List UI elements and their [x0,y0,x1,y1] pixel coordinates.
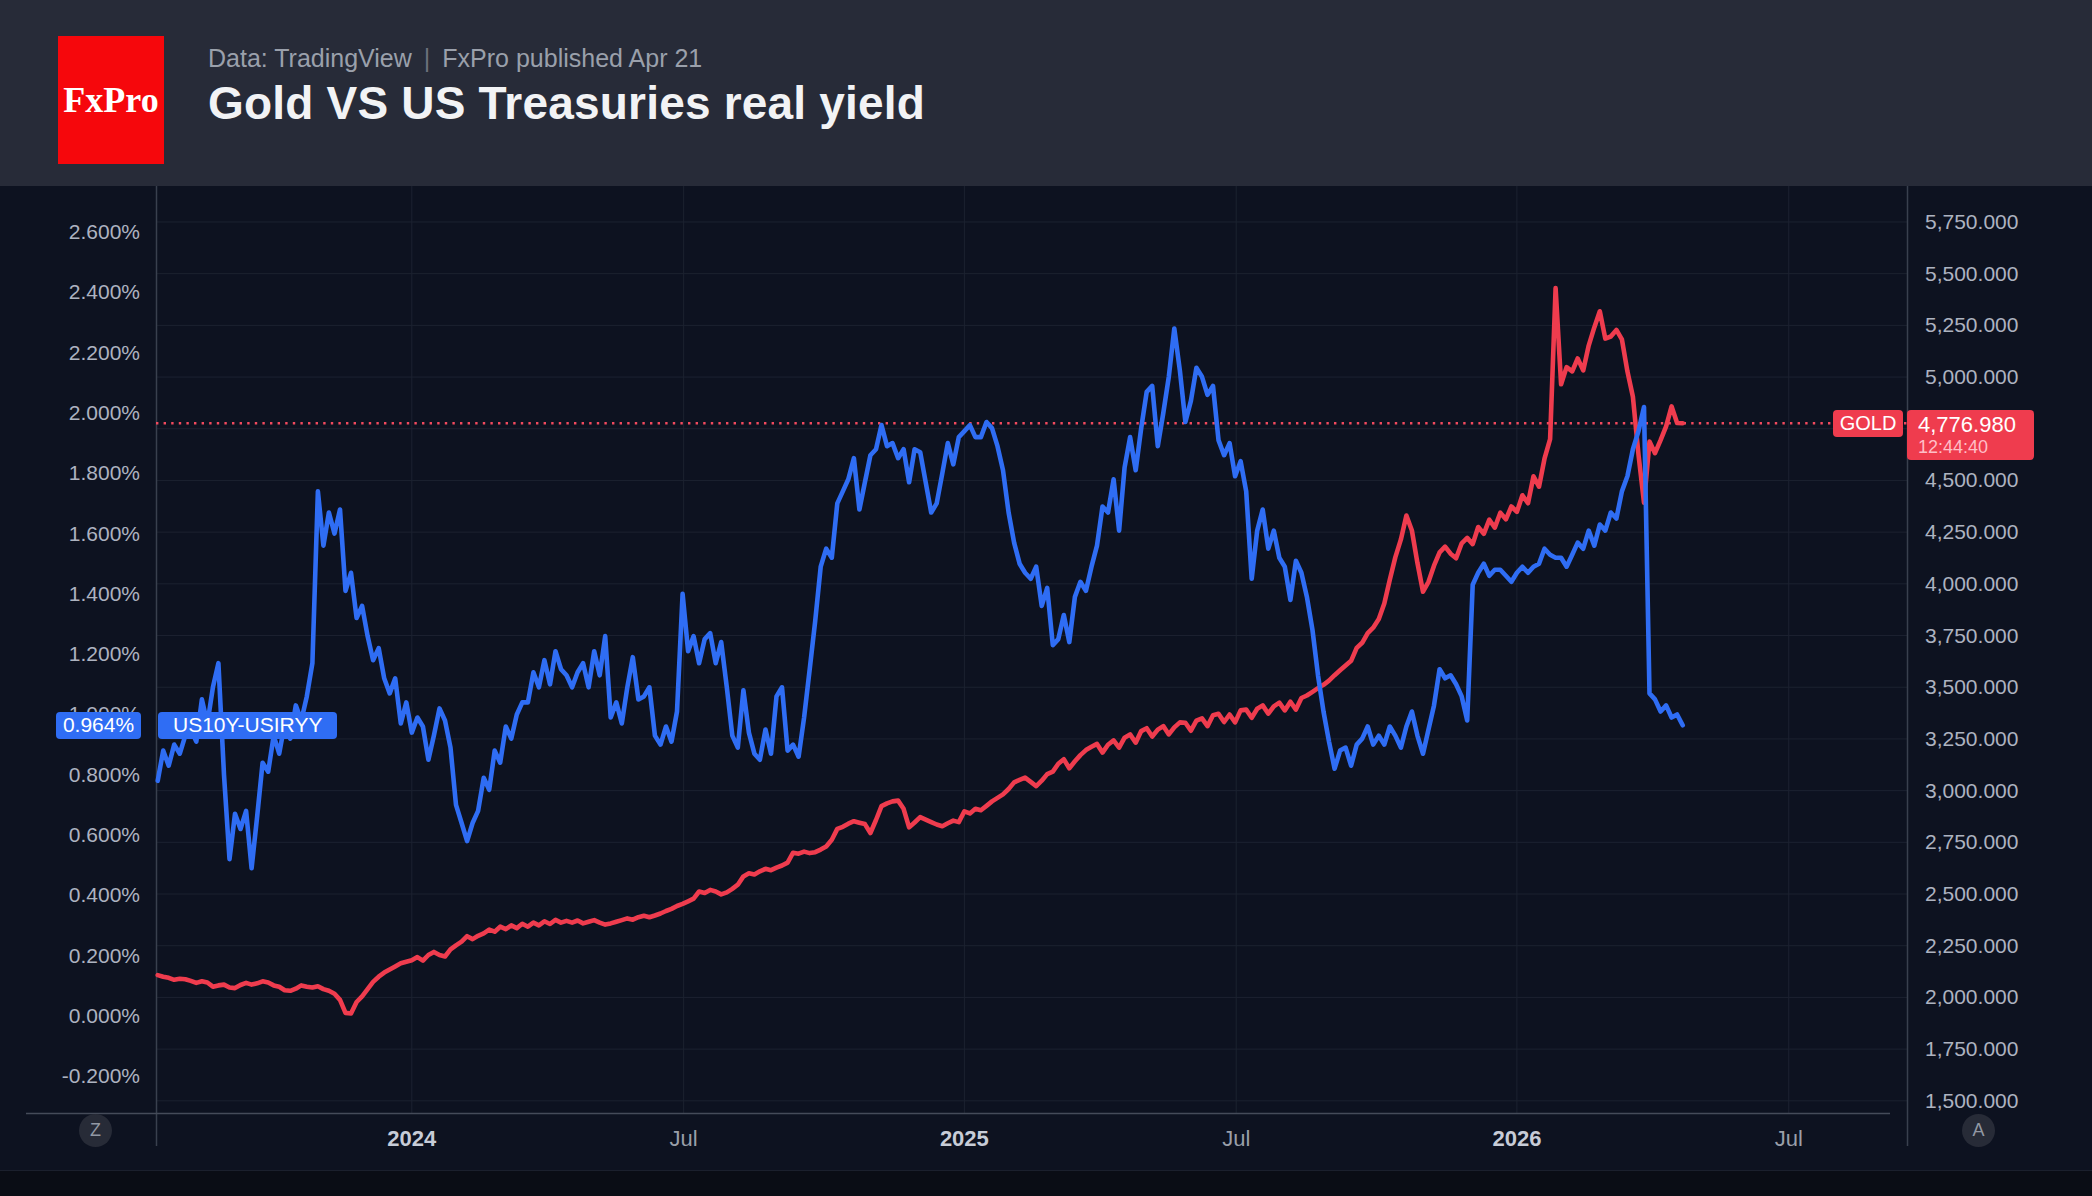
left-axis-tick-label: 1.400% [20,582,140,606]
time-axis-tick-label: 2026 [1469,1126,1565,1152]
time-axis-tick-label: Jul [1188,1126,1284,1152]
gold-name-badge[interactable]: GOLD [1833,410,1903,437]
page: FxPro Data: TradingView|FxPro published … [0,0,2092,1196]
gold-price-time: 12:44:40 [1918,437,2034,457]
right-axis-tick-label: 5,750.000 [1925,210,2018,234]
left-axis-tick-label: 2.600% [20,220,140,244]
right-axis-tick-label: 2,750.000 [1925,830,2018,854]
left-axis-tick-label: 0.200% [20,944,140,968]
right-axis-tick-label: 5,500.000 [1925,262,2018,286]
gold-price-value: 4,776.980 [1918,413,2034,437]
right-axis-tick-label: 4,250.000 [1925,520,2018,544]
right-axis-tick-label: 4,000.000 [1925,572,2018,596]
auto-scale-button[interactable]: A [1962,1114,1995,1147]
left-axis-tick-label: 1.200% [20,642,140,666]
right-axis-tick-label: 3,000.000 [1925,779,2018,803]
right-axis-tick-label: 1,750.000 [1925,1037,2018,1061]
right-axis-tick-label: 3,750.000 [1925,624,2018,648]
gold-line[interactable] [158,288,1683,1013]
us10y-name-badge[interactable]: US10Y-USIRYY [158,712,337,739]
left-axis-tick-label: 0.800% [20,763,140,787]
left-axis-tick-label: 2.400% [20,280,140,304]
left-axis-tick-label: 0.000% [20,1004,140,1028]
left-axis-tick-label: 0.600% [20,823,140,847]
time-axis-tick-label: Jul [636,1126,732,1152]
left-axis-tick-label: 1.800% [20,461,140,485]
left-axis-tick-label: -0.200% [20,1064,140,1088]
time-axis-tick-label: Jul [1741,1126,1837,1152]
right-axis-tick-label: 5,250.000 [1925,313,2018,337]
timezone-button[interactable]: Z [79,1114,112,1147]
footer-strip [0,1170,2092,1196]
right-axis-tick-label: 4,500.000 [1925,468,2018,492]
us10y-line[interactable] [158,329,1683,869]
time-axis-tick-label: 2024 [364,1126,460,1152]
left-axis-tick-label: 2.000% [20,401,140,425]
right-axis-tick-label: 3,250.000 [1925,727,2018,751]
right-axis-tick-label: 5,000.000 [1925,365,2018,389]
right-axis-tick-label: 3,500.000 [1925,675,2018,699]
time-axis-tick-label: 2025 [916,1126,1012,1152]
us10y-value-badge[interactable]: 0.964% [56,712,141,739]
chart-plot[interactable] [0,0,2092,1196]
gold-price-badge[interactable]: 4,776.98012:44:40 [1907,410,2034,460]
left-axis-tick-label: 0.400% [20,883,140,907]
right-axis-tick-label: 2,500.000 [1925,882,2018,906]
left-axis-tick-label: 1.600% [20,522,140,546]
right-axis-tick-label: 2,000.000 [1925,985,2018,1009]
right-axis-tick-label: 2,250.000 [1925,934,2018,958]
left-axis-tick-label: 2.200% [20,341,140,365]
right-axis-tick-label: 1,500.000 [1925,1089,2018,1113]
